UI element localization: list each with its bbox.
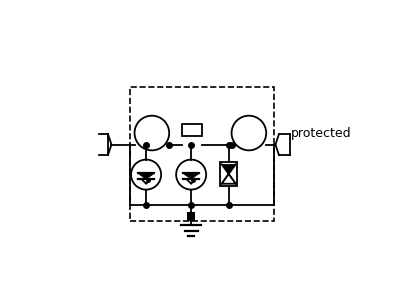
Bar [187, 212, 195, 221]
Bar [130, 87, 274, 221]
Bar [220, 162, 237, 186]
Polygon shape [186, 179, 196, 184]
Polygon shape [142, 179, 151, 184]
Polygon shape [138, 173, 154, 179]
Polygon shape [222, 174, 236, 184]
Bar [182, 124, 202, 136]
Polygon shape [222, 164, 236, 174]
Text: protected: protected [290, 127, 351, 140]
Polygon shape [183, 173, 199, 179]
